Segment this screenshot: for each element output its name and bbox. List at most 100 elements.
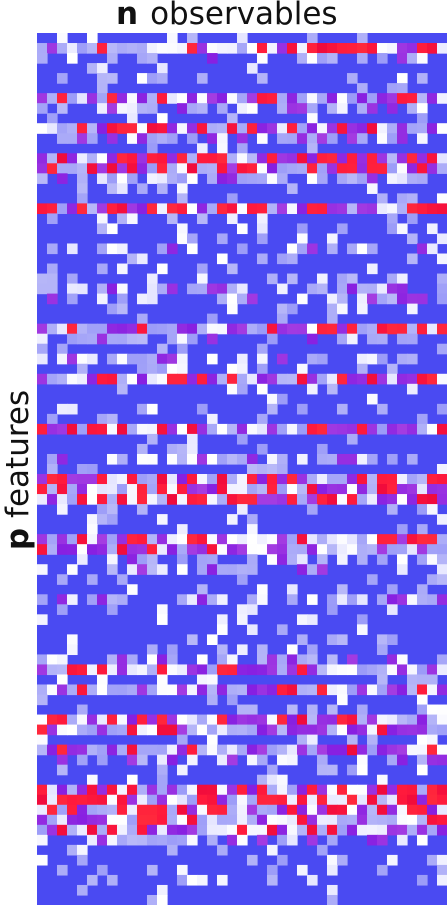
heatmap-cell bbox=[317, 283, 328, 295]
heatmap-cell bbox=[197, 664, 208, 676]
heatmap-cell bbox=[267, 864, 278, 876]
heatmap-cell bbox=[37, 494, 48, 505]
heatmap-cell bbox=[347, 433, 358, 445]
heatmap-cell bbox=[297, 53, 308, 64]
heatmap-cell bbox=[167, 213, 178, 225]
heatmap-cell bbox=[67, 93, 78, 104]
heatmap-cell bbox=[87, 373, 98, 385]
heatmap-cell bbox=[197, 103, 208, 114]
heatmap-cell bbox=[57, 674, 68, 686]
heatmap-cell bbox=[237, 664, 248, 676]
heatmap-cell bbox=[37, 714, 48, 726]
heatmap-cell bbox=[157, 774, 168, 786]
heatmap-cell bbox=[337, 43, 348, 54]
heatmap-cell bbox=[277, 484, 288, 495]
heatmap-cell bbox=[67, 423, 78, 435]
heatmap-cell bbox=[297, 363, 308, 375]
heatmap-cell bbox=[197, 73, 208, 84]
heatmap-cell bbox=[407, 383, 418, 395]
heatmap-cell bbox=[417, 423, 428, 435]
heatmap-cell bbox=[47, 243, 58, 255]
heatmap-cell bbox=[427, 824, 438, 836]
heatmap-cell bbox=[417, 504, 428, 515]
heatmap-cell bbox=[327, 313, 338, 325]
heatmap-cell bbox=[107, 874, 118, 886]
heatmap-cell bbox=[117, 804, 128, 816]
heatmap-cell bbox=[37, 203, 48, 215]
heatmap-cell bbox=[97, 504, 108, 515]
heatmap-cell bbox=[77, 494, 88, 505]
heatmap-cell bbox=[197, 263, 208, 275]
heatmap-cell bbox=[417, 413, 428, 425]
heatmap-cell bbox=[157, 804, 168, 816]
heatmap-cell bbox=[217, 173, 228, 184]
heatmap-cell bbox=[407, 233, 418, 245]
heatmap-cell bbox=[77, 854, 88, 866]
heatmap-cell bbox=[407, 323, 418, 335]
heatmap-cell bbox=[257, 383, 268, 395]
heatmap-cell bbox=[417, 544, 428, 555]
heatmap-cell bbox=[437, 784, 447, 796]
heatmap-cell bbox=[147, 814, 158, 826]
heatmap-cell bbox=[257, 664, 268, 676]
heatmap-cell bbox=[407, 103, 418, 114]
heatmap-cell bbox=[147, 864, 158, 876]
heatmap-cell bbox=[167, 43, 178, 54]
heatmap-cell bbox=[197, 744, 208, 756]
heatmap-cell bbox=[57, 474, 68, 485]
heatmap-cell bbox=[207, 323, 218, 335]
heatmap-cell bbox=[217, 744, 228, 756]
heatmap-cell bbox=[357, 794, 368, 806]
heatmap-cell bbox=[437, 574, 447, 585]
heatmap-cell bbox=[117, 213, 128, 225]
heatmap-cell bbox=[257, 474, 268, 485]
heatmap-cell bbox=[277, 93, 288, 104]
heatmap-cell bbox=[197, 794, 208, 806]
p-features-label: pfeatures bbox=[0, 390, 36, 550]
heatmap-cell bbox=[237, 133, 248, 144]
heatmap-cell bbox=[417, 834, 428, 846]
heatmap-cell bbox=[257, 463, 268, 475]
heatmap-cell bbox=[437, 534, 447, 545]
heatmap-cell bbox=[107, 474, 118, 485]
heatmap-cell bbox=[417, 754, 428, 766]
heatmap-cell bbox=[207, 133, 218, 144]
heatmap-cell bbox=[217, 203, 228, 215]
heatmap-cell bbox=[197, 474, 208, 485]
heatmap-cell bbox=[397, 323, 408, 335]
heatmap-cell bbox=[367, 714, 378, 726]
heatmap-cell bbox=[437, 373, 447, 385]
heatmap-cell bbox=[297, 544, 308, 555]
heatmap-cell bbox=[197, 143, 208, 154]
heatmap-cell bbox=[157, 754, 168, 766]
heatmap-cell bbox=[227, 514, 238, 525]
heatmap-cell bbox=[227, 804, 238, 816]
heatmap-cell bbox=[127, 213, 138, 225]
heatmap-cell bbox=[417, 714, 428, 726]
heatmap-cell bbox=[367, 123, 378, 134]
heatmap-cell bbox=[257, 784, 268, 796]
heatmap-cell bbox=[297, 133, 308, 144]
heatmap-cell bbox=[397, 293, 408, 305]
heatmap-cell bbox=[437, 193, 447, 204]
heatmap-cell bbox=[67, 323, 78, 335]
heatmap-cell bbox=[437, 874, 447, 886]
n-symbol: n bbox=[116, 0, 139, 32]
heatmap-cell bbox=[277, 323, 288, 335]
heatmap-cell bbox=[317, 373, 328, 385]
heatmap-cell bbox=[307, 123, 318, 134]
heatmap-cell bbox=[207, 554, 218, 565]
heatmap-cell bbox=[97, 83, 108, 94]
heatmap-cell bbox=[117, 594, 128, 605]
heatmap-cell bbox=[87, 333, 98, 345]
heatmap-cell bbox=[327, 814, 338, 826]
heatmap-cell bbox=[197, 203, 208, 215]
heatmap-cell bbox=[147, 664, 158, 676]
heatmap-cell bbox=[327, 784, 338, 796]
heatmap-cell bbox=[387, 103, 398, 114]
heatmap-cell bbox=[387, 824, 398, 836]
heatmap-cell bbox=[87, 744, 98, 756]
heatmap-cell bbox=[347, 724, 358, 736]
heatmap-cell bbox=[397, 494, 408, 505]
heatmap-cell bbox=[177, 223, 188, 235]
